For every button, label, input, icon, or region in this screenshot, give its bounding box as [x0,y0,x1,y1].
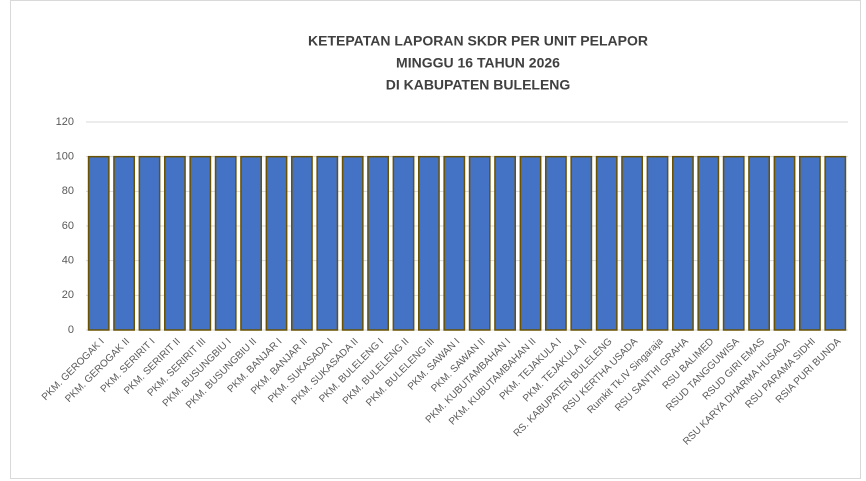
bar [341,155,364,331]
y-tick-label: 100 [56,151,74,163]
bar [240,155,263,331]
bar [163,155,186,331]
y-tick-label: 0 [68,324,74,336]
bar [392,155,415,331]
bar [544,155,567,331]
bar [722,155,745,331]
bar [214,155,237,331]
bar [494,155,517,331]
y-tick-label: 40 [62,255,74,267]
bar [798,155,821,331]
bar [468,155,491,331]
bar [189,155,212,331]
bar [417,155,440,331]
y-tick-label: 60 [62,220,74,232]
bar [621,155,644,331]
bar [138,155,161,331]
y-tick-label: 80 [62,185,74,197]
y-tick-label: 120 [56,116,74,128]
bar [748,155,771,331]
bar [824,155,847,331]
bar [570,155,593,331]
bar [290,155,313,331]
chart-title: DI KABUPATEN BULELENG [386,77,571,93]
y-tick-label: 20 [62,289,74,301]
bar [671,155,694,331]
bar [113,155,136,331]
bar [519,155,542,331]
chart-title: MINGGU 16 TAHUN 2026 [396,55,560,71]
bar [87,155,110,331]
chart-title: KETEPATAN LAPORAN SKDR PER UNIT PELAPOR [308,33,648,49]
bar [595,155,618,331]
bar [316,155,339,331]
chart-frame [10,0,861,479]
bar [773,155,796,331]
bar [646,155,669,331]
bar [265,155,288,331]
bar [367,155,390,331]
bar [697,155,720,331]
bar [443,155,466,331]
